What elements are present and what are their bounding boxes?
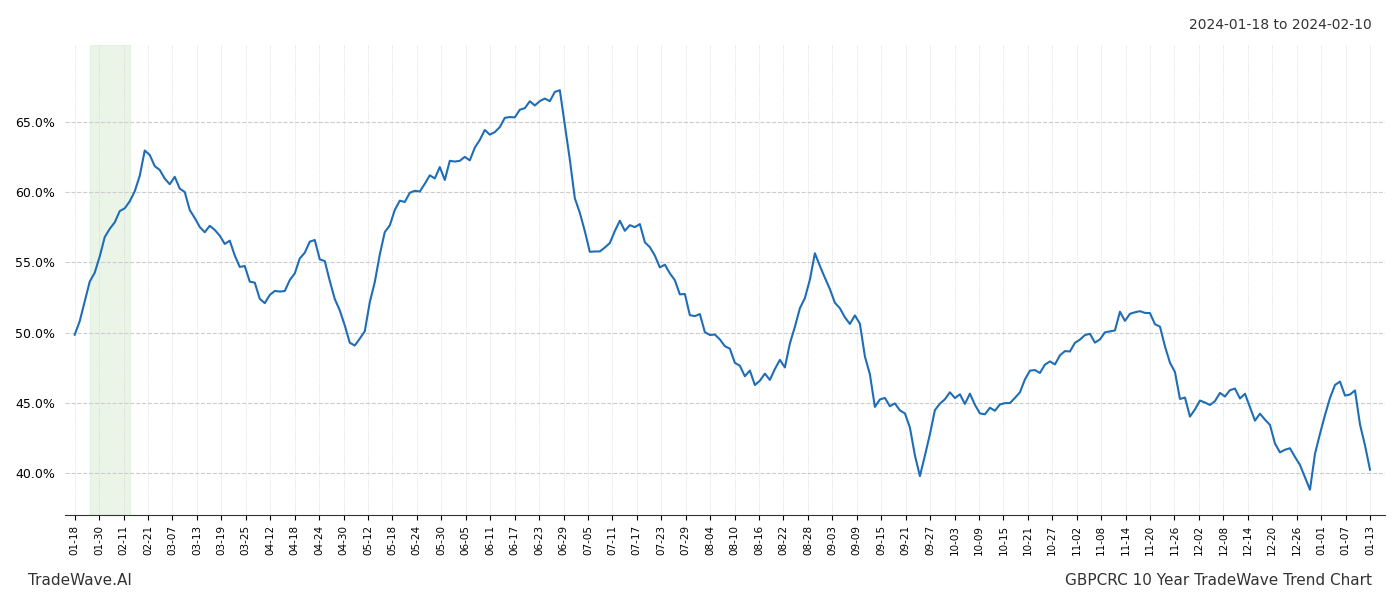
Text: 2024-01-18 to 2024-02-10: 2024-01-18 to 2024-02-10: [1189, 18, 1372, 32]
Text: TradeWave.AI: TradeWave.AI: [28, 573, 132, 588]
Bar: [90, 45, 130, 515]
Text: GBPCRC 10 Year TradeWave Trend Chart: GBPCRC 10 Year TradeWave Trend Chart: [1065, 573, 1372, 588]
